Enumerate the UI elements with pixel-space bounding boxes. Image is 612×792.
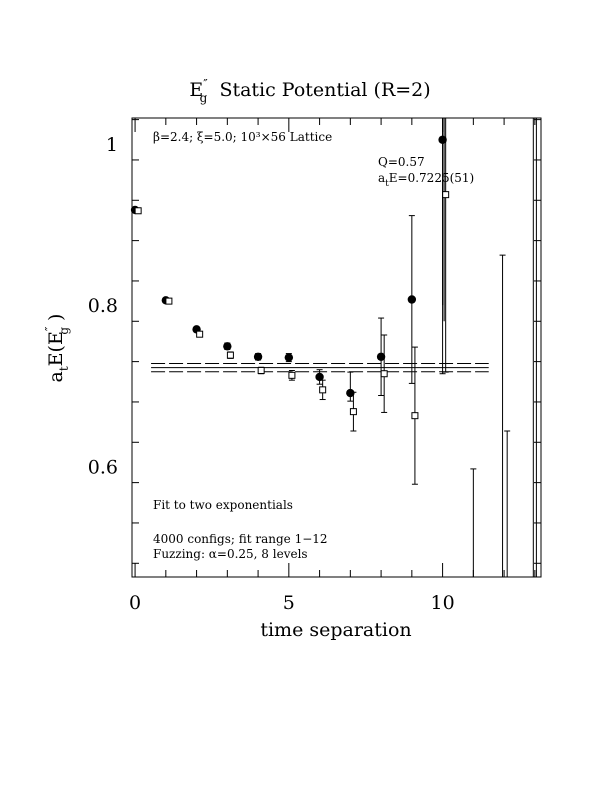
data-point-square	[196, 330, 204, 338]
data-point-square	[257, 366, 265, 374]
lattice-annotation: β=2.4; ξ=5.0; 10³×56 Lattice	[153, 130, 332, 144]
y-tick-label: 0.8	[88, 295, 118, 317]
data-point-circle	[346, 388, 355, 398]
data-points	[130, 135, 450, 420]
x-tick-label: 10	[431, 592, 455, 614]
fuzzing-annotation: Fuzzing: α=0.25, 8 levels	[153, 547, 308, 561]
data-point-square	[411, 412, 419, 420]
data-point-circle	[253, 352, 263, 361]
data-point-circle	[376, 352, 386, 361]
data-point-square	[226, 351, 234, 359]
data-point-circle	[284, 353, 294, 362]
y-axis-label: atE(E″g )	[43, 314, 71, 383]
data-point-square	[165, 297, 173, 305]
data-point-square	[134, 207, 142, 215]
plot-frame	[131, 117, 542, 578]
data-point-square	[380, 370, 388, 378]
data-point-circle	[315, 372, 324, 382]
data-point-square	[349, 408, 357, 416]
configs-annotation: 4000 configs; fit range 1−12	[153, 532, 328, 546]
data-point-square	[288, 371, 296, 379]
x-tick-label: 5	[283, 592, 295, 614]
data-point-square	[319, 386, 327, 394]
chart-title: E″ g Static Potential (R=2)	[189, 77, 430, 105]
x-axis-label: time separation	[260, 619, 411, 641]
method-annotation: Fit to two exponentials	[153, 498, 293, 512]
y-tick-label: 1	[106, 134, 118, 156]
data-point-circle	[438, 135, 447, 144]
data-point-square	[442, 191, 450, 199]
x-tick-label: 0	[129, 592, 141, 614]
error-bars	[224, 117, 537, 577]
data-point-circle	[223, 342, 232, 351]
q-annotation: Q=0.57	[378, 155, 425, 169]
data-point-circle	[407, 295, 417, 304]
fit-value-annotation: atE=0.7225(51)	[378, 171, 474, 189]
y-tick-label: 0.6	[88, 456, 118, 478]
tick-labels: 0 5 10 0.6 0.8 1	[88, 134, 455, 614]
